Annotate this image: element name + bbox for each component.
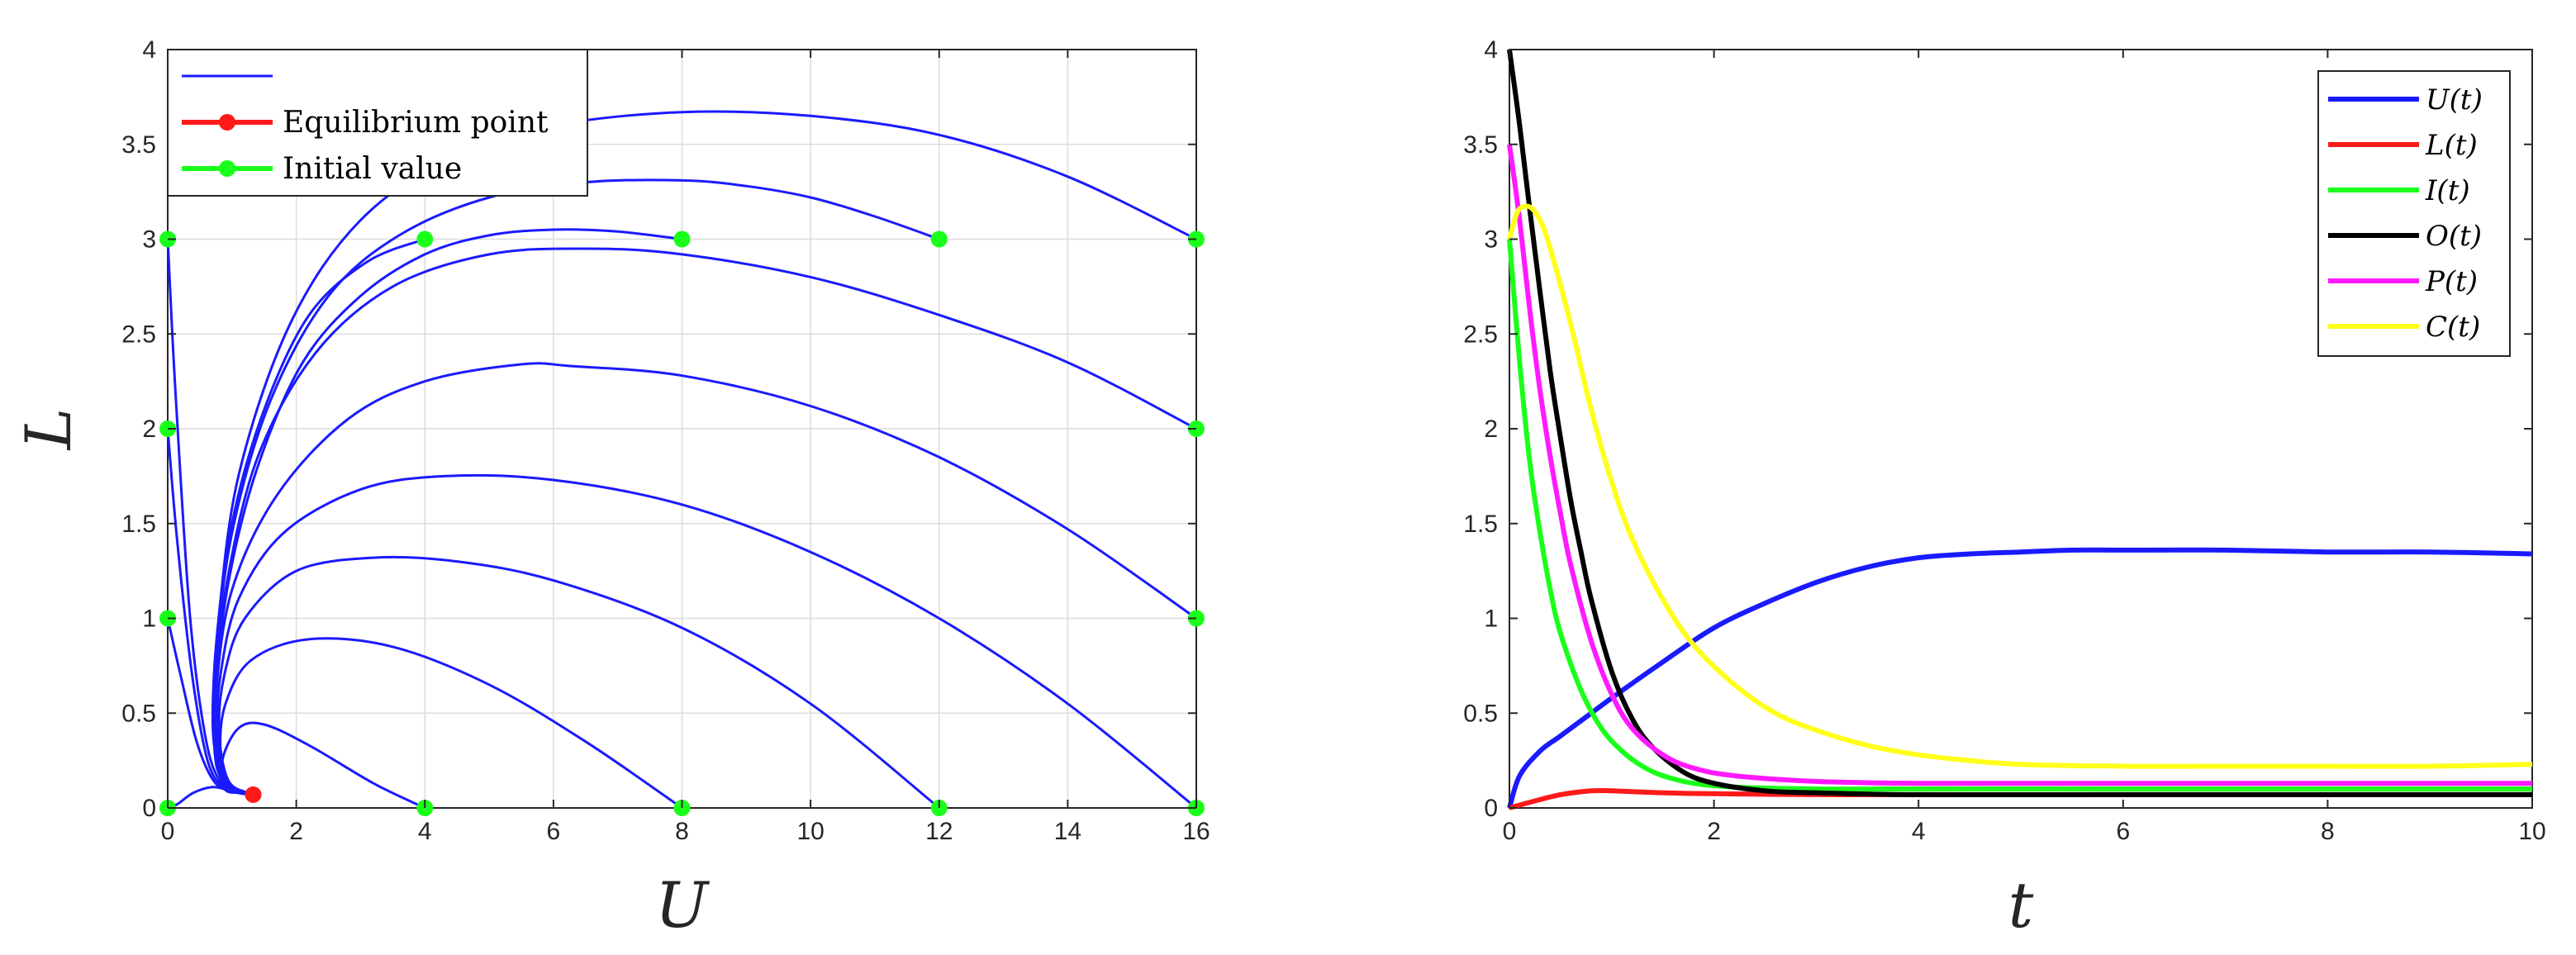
series-line-it bbox=[1507, 239, 2532, 792]
right-x-tick-label: 2 bbox=[1707, 818, 1721, 845]
left-x-tick-label: 2 bbox=[289, 818, 303, 845]
right-y-tick-label: 2 bbox=[1484, 416, 1498, 443]
series-line-ct bbox=[1507, 203, 2533, 769]
left-y-tick-label: 3 bbox=[142, 226, 156, 254]
left-x-tick-label: 4 bbox=[418, 818, 432, 845]
right-plot-area bbox=[1509, 49, 2533, 809]
right-legend-box bbox=[2317, 70, 2511, 357]
series-line-pt bbox=[1507, 144, 2532, 786]
legend-entry-equilibrium-label: Equilibrium point bbox=[283, 106, 549, 140]
initial-value-point bbox=[930, 230, 948, 248]
right-y-tick-label: 0 bbox=[1484, 795, 1498, 822]
left-x-tick-label: 10 bbox=[796, 818, 824, 845]
right-y-tick-label: 4 bbox=[1484, 36, 1498, 64]
left-y-tick-label: 0.5 bbox=[121, 700, 156, 727]
right-y-tick-label: 1.5 bbox=[1463, 511, 1498, 538]
left-x-tick-label: 14 bbox=[1054, 818, 1081, 845]
initial-value-point bbox=[673, 230, 691, 248]
left-trajectories bbox=[166, 110, 1197, 810]
right-y-tick-label: 2.5 bbox=[1463, 321, 1498, 348]
legend-entry-initial-marker bbox=[219, 160, 235, 177]
right-series-lines bbox=[1507, 49, 2533, 810]
right-x-ticks: 0 2 4 6 8 10 bbox=[1503, 50, 2546, 845]
right-legend-entries: U(t) L(t) I(t) O(t) P(t) C(t) bbox=[2328, 83, 2483, 344]
right-y-tick-label: 1 bbox=[1484, 606, 1498, 633]
equilibrium-point bbox=[245, 786, 262, 803]
left-y-tick-label: 4 bbox=[142, 36, 156, 64]
legend-entry-label-ct: C(t) bbox=[2426, 311, 2480, 344]
left-x-tick-label: 6 bbox=[547, 818, 561, 845]
left-y-tick-label: 1 bbox=[142, 606, 156, 633]
right-x-tick-label: 0 bbox=[1503, 818, 1517, 845]
left-y-ticks: 0 0.5 1 1.5 2 2.5 3 3.5 4 bbox=[121, 36, 1196, 822]
left-y-tick-label: 0 bbox=[142, 795, 156, 822]
left-x-axis-label: U bbox=[655, 868, 711, 942]
time-series-chart: 0 2 4 6 8 10 0 0.5 1 1.5 2 2.5 3 3.5 4 t U(t) L(t) I(t)… bbox=[1463, 36, 2545, 942]
legend-entry-equilibrium-marker bbox=[219, 114, 235, 131]
legend-entry-label-pt: P(t) bbox=[2425, 265, 2478, 298]
series-line-ut bbox=[1507, 547, 2533, 809]
left-x-tick-label: 0 bbox=[161, 818, 175, 845]
left-y-tick-label: 1.5 bbox=[121, 511, 156, 538]
legend-entry-label-ot: O(t) bbox=[2426, 220, 2482, 253]
right-x-tick-label: 10 bbox=[2518, 818, 2545, 845]
left-x-tick-label: 16 bbox=[1182, 818, 1210, 845]
trajectory-line bbox=[217, 555, 940, 810]
right-x-tick-label: 6 bbox=[2116, 818, 2130, 845]
left-y-axis-label: L bbox=[12, 408, 85, 451]
trajectory-line bbox=[211, 178, 940, 796]
trajectory-line bbox=[216, 473, 1197, 810]
right-y-tick-label: 3.5 bbox=[1463, 131, 1498, 159]
left-y-tick-label: 2.5 bbox=[121, 321, 156, 348]
right-y-ticks: 0 0.5 1 1.5 2 2.5 3 3.5 4 bbox=[1463, 36, 2532, 822]
right-legend: U(t) L(t) I(t) O(t) P(t) C(t) bbox=[2317, 70, 2511, 357]
left-y-tick-label: 3.5 bbox=[121, 131, 156, 159]
initial-value-point bbox=[416, 230, 434, 248]
phase-portrait-chart: 0 2 4 6 8 10 12 14 16 0 0.5 1 1.5 2 2.5 3 3.5 4 U L Equi… bbox=[12, 36, 1210, 942]
left-x-tick-label: 12 bbox=[925, 818, 953, 845]
legend-entry-label-it: I(t) bbox=[2425, 174, 2470, 207]
legend-entry-initial-label: Initial value bbox=[283, 152, 462, 186]
series-line-ot bbox=[1507, 49, 2532, 798]
right-x-tick-label: 8 bbox=[2321, 818, 2335, 845]
right-y-tick-label: 3 bbox=[1484, 226, 1498, 254]
right-x-tick-label: 4 bbox=[1912, 818, 1926, 845]
left-legend: Equilibrium point Initial value bbox=[167, 49, 588, 197]
right-y-tick-label: 0.5 bbox=[1463, 700, 1498, 727]
legend-entry-label-lt: L(t) bbox=[2425, 129, 2478, 162]
right-x-axis-label: t bbox=[2008, 868, 2034, 942]
legend-entry-label-ut: U(t) bbox=[2426, 83, 2483, 116]
left-x-tick-label: 8 bbox=[675, 818, 689, 845]
left-y-tick-label: 2 bbox=[142, 416, 156, 443]
trajectory-line bbox=[213, 362, 1197, 796]
trajectory-line bbox=[166, 618, 254, 796]
left-x-ticks: 0 2 4 6 8 10 12 14 16 bbox=[161, 50, 1210, 845]
